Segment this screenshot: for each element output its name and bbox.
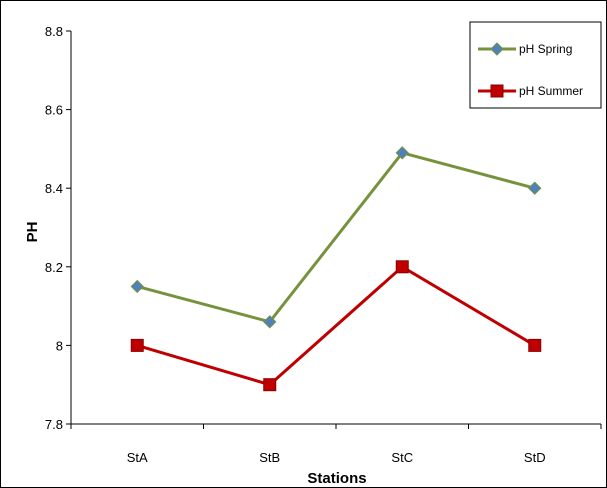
data-point xyxy=(395,146,409,160)
data-point xyxy=(528,181,542,195)
legend-swatch-marker xyxy=(490,42,504,56)
data-point xyxy=(395,260,409,274)
y-axis-title: PH xyxy=(24,222,41,243)
legend-label: pH Spring xyxy=(519,42,572,56)
series-layer xyxy=(130,146,542,392)
data-point xyxy=(263,315,277,329)
legend-label: pH Summer xyxy=(519,84,583,98)
y-tick-label: 8.6 xyxy=(45,103,63,118)
data-point xyxy=(130,279,144,294)
series-line xyxy=(136,151,536,324)
y-tick-label: 8.2 xyxy=(45,260,63,275)
x-axis-title: Stations xyxy=(307,470,366,487)
x-tick-label: StA xyxy=(127,450,148,465)
y-tick-label: 8.4 xyxy=(45,181,63,196)
legend-swatch-marker xyxy=(490,84,504,98)
series-line xyxy=(136,264,536,387)
y-tick-label: 8 xyxy=(56,338,63,353)
legend-item: pH Spring xyxy=(478,42,572,56)
legend: pH Spring pH Summer xyxy=(469,21,602,109)
series-1 xyxy=(130,260,542,392)
data-point xyxy=(263,378,277,392)
legend-item: pH Summer xyxy=(478,84,583,98)
data-point xyxy=(528,338,542,352)
y-tick-label: 8.8 xyxy=(45,24,63,39)
x-tick-label: StB xyxy=(259,450,280,465)
x-tick-label: StC xyxy=(391,450,413,465)
y-tick-label: 7.8 xyxy=(45,417,63,432)
x-tick-label: StD xyxy=(524,450,546,465)
axes: 7.8 8 8.2 8.4 8.6 8.8 StA StB StC StD xyxy=(45,24,602,465)
series-0 xyxy=(130,146,542,329)
data-point xyxy=(130,338,144,352)
